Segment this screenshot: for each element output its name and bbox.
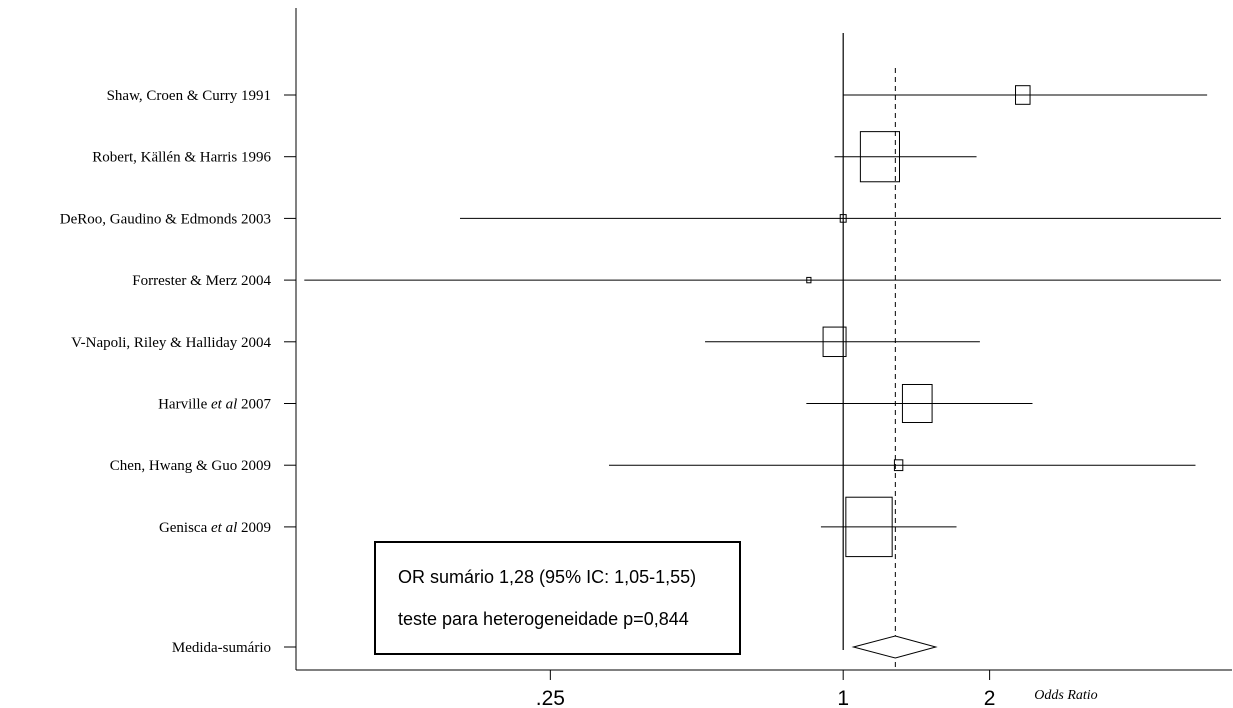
summary-label: Medida-sumário — [172, 640, 271, 656]
study-label: Robert, Källén & Harris 1996 — [92, 150, 271, 166]
study-label: Chen, Hwang & Guo 2009 — [110, 458, 271, 474]
study-row: Chen, Hwang & Guo 2009 — [110, 458, 1196, 474]
study-label-part: 2009 — [237, 520, 271, 536]
x-tick-label: .25 — [536, 687, 565, 708]
study-row: DeRoo, Gaudino & Edmonds 2003 — [60, 211, 1221, 227]
point-estimate-box — [1015, 85, 1031, 105]
summary-diamond — [851, 635, 938, 659]
x-tick-label: 2 — [984, 687, 996, 708]
study-row: Forrester & Merz 2004 — [132, 273, 1221, 289]
study-label: V-Napoli, Riley & Halliday 2004 — [71, 335, 271, 351]
study-label: DeRoo, Gaudino & Edmonds 2003 — [60, 211, 271, 227]
summary-or-text: OR sumário 1,28 (95% IC: 1,05-1,55) — [398, 567, 697, 587]
x-axis-label: Odds Ratio — [1034, 688, 1097, 703]
point-estimate-box — [806, 276, 812, 284]
study-label-part: Forrester & Merz 2004 — [132, 273, 271, 289]
summary-annotation-box: OR sumário 1,28 (95% IC: 1,05-1,55) test… — [374, 541, 741, 655]
x-tick-label: 1 — [837, 687, 849, 708]
study-label-part: et al — [211, 520, 237, 536]
point-estimate-box — [822, 326, 847, 358]
study-label-part: Harville — [158, 397, 211, 413]
point-estimate-box — [893, 459, 904, 472]
study-row: V-Napoli, Riley & Halliday 2004 — [71, 326, 980, 358]
reference-lines — [842, 33, 896, 670]
study-label-part: DeRoo, Gaudino & Edmonds 2003 — [60, 211, 271, 227]
study-row: Shaw, Croen & Curry 1991 — [107, 85, 1208, 105]
point-estimate-box — [845, 496, 893, 558]
study-rows: Shaw, Croen & Curry 1991 Robert, Källén &… — [60, 85, 1221, 558]
study-label-part: V-Napoli, Riley & Halliday 2004 — [71, 335, 271, 351]
study-label: Genisca et al 2009 — [159, 520, 271, 536]
study-label-part: Genisca — [159, 520, 211, 536]
point-estimate-box — [901, 383, 933, 424]
study-label: Shaw, Croen & Curry 1991 — [107, 88, 271, 104]
study-row: Harville et al 2007 — [158, 383, 1033, 424]
study-label-part: Chen, Hwang & Guo 2009 — [110, 458, 271, 474]
study-label-part: Robert, Källén & Harris 1996 — [92, 150, 271, 166]
study-label-part: Shaw, Croen & Curry 1991 — [107, 88, 271, 104]
study-label: Harville et al 2007 — [158, 397, 271, 413]
heterogeneity-test-text: teste para heterogeneidade p=0,844 — [398, 609, 689, 629]
study-label-part: 2007 — [237, 397, 271, 413]
axes: Odds Ratio — [295, 8, 1232, 703]
study-label: Forrester & Merz 2004 — [132, 273, 271, 289]
study-label-part: et al — [211, 397, 237, 413]
x-ticks: .25 1 2 — [536, 670, 996, 708]
summary-row: Medida-sumário — [172, 635, 938, 659]
point-estimate-box — [839, 214, 847, 223]
point-estimate-box — [859, 131, 900, 183]
study-row: Genisca et al 2009 — [159, 496, 957, 558]
study-row: Robert, Källén & Harris 1996 — [92, 131, 977, 183]
